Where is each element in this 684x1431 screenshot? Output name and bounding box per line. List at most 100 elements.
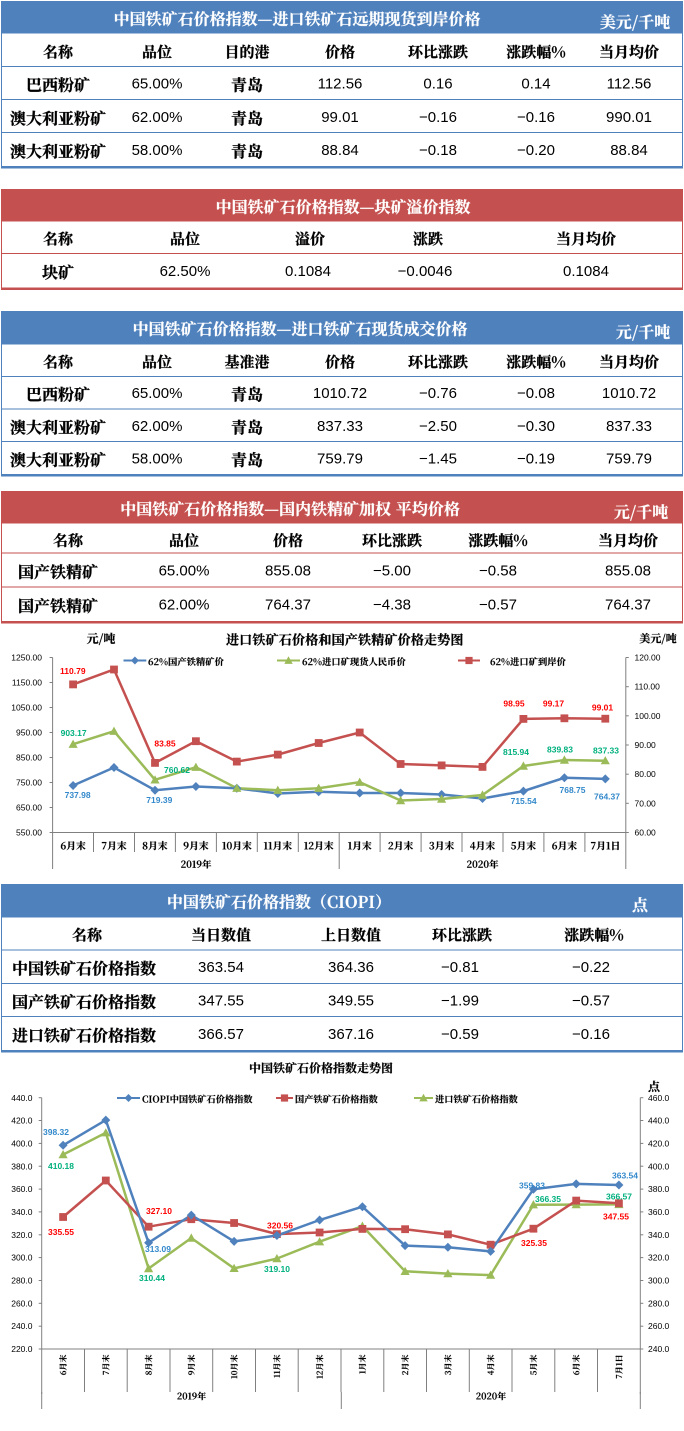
svg-text:240.0: 240.0 xyxy=(648,1344,670,1354)
svg-text:−0.08: −0.08 xyxy=(517,385,555,402)
svg-text:−0.59: −0.59 xyxy=(441,1026,479,1043)
svg-text:360.0: 360.0 xyxy=(648,1207,670,1217)
svg-text:300.0: 300.0 xyxy=(11,1253,33,1263)
svg-text:−0.57: −0.57 xyxy=(479,596,517,613)
svg-text:−5.00: −5.00 xyxy=(373,562,411,579)
svg-text:460.0: 460.0 xyxy=(648,1093,670,1103)
svg-text:768.75: 768.75 xyxy=(560,785,586,795)
svg-text:440.0: 440.0 xyxy=(648,1116,670,1126)
svg-text:65.00%: 65.00% xyxy=(132,75,183,92)
svg-text:−0.57: −0.57 xyxy=(572,992,610,1009)
svg-text:62.00%: 62.00% xyxy=(132,418,183,435)
svg-text:62.50%: 62.50% xyxy=(160,263,211,280)
svg-text:837.33: 837.33 xyxy=(593,746,619,756)
svg-text:855.08: 855.08 xyxy=(265,562,311,579)
svg-text:−0.58: −0.58 xyxy=(479,562,517,579)
svg-text:−0.76: −0.76 xyxy=(419,385,457,402)
svg-text:−0.22: −0.22 xyxy=(572,959,610,976)
svg-text:855.08: 855.08 xyxy=(605,562,651,579)
svg-text:112.56: 112.56 xyxy=(607,75,652,92)
svg-text:300.0: 300.0 xyxy=(648,1276,670,1286)
svg-text:110.00: 110.00 xyxy=(635,682,661,692)
svg-text:364.36: 364.36 xyxy=(328,959,374,976)
svg-text:320.56: 320.56 xyxy=(267,1221,293,1231)
svg-text:837.33: 837.33 xyxy=(317,418,363,435)
svg-text:220.0: 220.0 xyxy=(11,1344,33,1354)
svg-text:−0.81: −0.81 xyxy=(441,959,479,976)
svg-text:760.62: 760.62 xyxy=(164,765,190,775)
svg-text:0.1084: 0.1084 xyxy=(563,263,609,280)
svg-text:280.0: 280.0 xyxy=(11,1276,33,1286)
svg-text:366.35: 366.35 xyxy=(535,1194,561,1204)
svg-text:320.0: 320.0 xyxy=(648,1253,670,1263)
svg-text:400.0: 400.0 xyxy=(11,1139,33,1149)
svg-text:349.55: 349.55 xyxy=(328,992,374,1009)
svg-text:65.00%: 65.00% xyxy=(132,385,183,402)
svg-text:240.0: 240.0 xyxy=(11,1321,33,1331)
svg-text:58.00%: 58.00% xyxy=(132,142,183,159)
svg-text:62.00%: 62.00% xyxy=(132,109,183,126)
svg-text:410.18: 410.18 xyxy=(48,1161,74,1171)
svg-text:−0.16: −0.16 xyxy=(517,109,555,126)
svg-text:764.37: 764.37 xyxy=(605,596,651,613)
svg-text:990.01: 990.01 xyxy=(606,109,652,126)
svg-text:110.79: 110.79 xyxy=(60,666,86,676)
svg-text:363.54: 363.54 xyxy=(612,1171,638,1181)
svg-text:839.83: 839.83 xyxy=(547,745,573,755)
svg-text:1010.72: 1010.72 xyxy=(313,385,367,402)
svg-text:0.16: 0.16 xyxy=(423,75,452,92)
svg-text:58.00%: 58.00% xyxy=(132,450,183,467)
svg-text:764.37: 764.37 xyxy=(265,596,311,613)
svg-text:837.33: 837.33 xyxy=(606,418,652,435)
svg-text:420.0: 420.0 xyxy=(648,1139,670,1149)
svg-text:764.37: 764.37 xyxy=(594,791,620,801)
svg-text:−0.16: −0.16 xyxy=(572,1026,610,1043)
svg-text:366.57: 366.57 xyxy=(606,1192,632,1202)
svg-text:750.00: 750.00 xyxy=(16,778,42,788)
svg-text:340.0: 340.0 xyxy=(11,1207,33,1217)
svg-text:98.95: 98.95 xyxy=(503,699,525,709)
svg-text:88.84: 88.84 xyxy=(321,142,359,159)
svg-text:759.79: 759.79 xyxy=(317,450,363,467)
svg-text:313.09: 313.09 xyxy=(145,1244,171,1254)
svg-text:120.00: 120.00 xyxy=(635,653,661,663)
svg-text:366.57: 366.57 xyxy=(198,1026,244,1043)
svg-text:380.0: 380.0 xyxy=(11,1161,33,1171)
svg-text:360.0: 360.0 xyxy=(11,1184,33,1194)
svg-text:850.00: 850.00 xyxy=(16,753,42,763)
svg-text:62.00%: 62.00% xyxy=(159,596,210,613)
svg-text:903.17: 903.17 xyxy=(61,728,87,738)
svg-text:65.00%: 65.00% xyxy=(159,562,210,579)
svg-text:550.00: 550.00 xyxy=(16,828,42,838)
svg-text:325.35: 325.35 xyxy=(521,1238,547,1248)
svg-text:112.56: 112.56 xyxy=(318,75,363,92)
svg-text:420.0: 420.0 xyxy=(11,1116,33,1126)
svg-text:367.16: 367.16 xyxy=(328,1026,374,1043)
svg-text:1250.00: 1250.00 xyxy=(11,653,42,663)
svg-text:100.00: 100.00 xyxy=(635,711,661,721)
svg-text:815.94: 815.94 xyxy=(503,747,529,757)
svg-text:1010.72: 1010.72 xyxy=(602,385,656,402)
svg-text:950.00: 950.00 xyxy=(16,728,42,738)
svg-text:−2.50: −2.50 xyxy=(419,418,457,435)
svg-text:−0.30: −0.30 xyxy=(517,418,555,435)
svg-text:99.01: 99.01 xyxy=(321,109,359,126)
svg-text:363.54: 363.54 xyxy=(198,959,244,976)
svg-text:−1.99: −1.99 xyxy=(441,992,479,1009)
svg-text:320.0: 320.0 xyxy=(11,1230,33,1240)
svg-text:380.0: 380.0 xyxy=(648,1184,670,1194)
svg-text:60.00: 60.00 xyxy=(635,828,657,838)
svg-text:359.83: 359.83 xyxy=(519,1181,545,1191)
svg-text:88.84: 88.84 xyxy=(610,142,648,159)
svg-text:99.01: 99.01 xyxy=(592,703,614,713)
svg-text:−1.45: −1.45 xyxy=(419,450,457,467)
svg-text:335.55: 335.55 xyxy=(48,1227,74,1237)
svg-text:99.17: 99.17 xyxy=(543,699,565,709)
svg-text:80.00: 80.00 xyxy=(635,769,657,779)
svg-text:650.00: 650.00 xyxy=(16,803,42,813)
svg-text:0.1084: 0.1084 xyxy=(285,263,331,280)
svg-text:−4.38: −4.38 xyxy=(373,596,411,613)
svg-text:319.10: 319.10 xyxy=(264,1264,290,1274)
svg-text:310.44: 310.44 xyxy=(139,1273,165,1283)
svg-text:400.0: 400.0 xyxy=(648,1161,670,1171)
